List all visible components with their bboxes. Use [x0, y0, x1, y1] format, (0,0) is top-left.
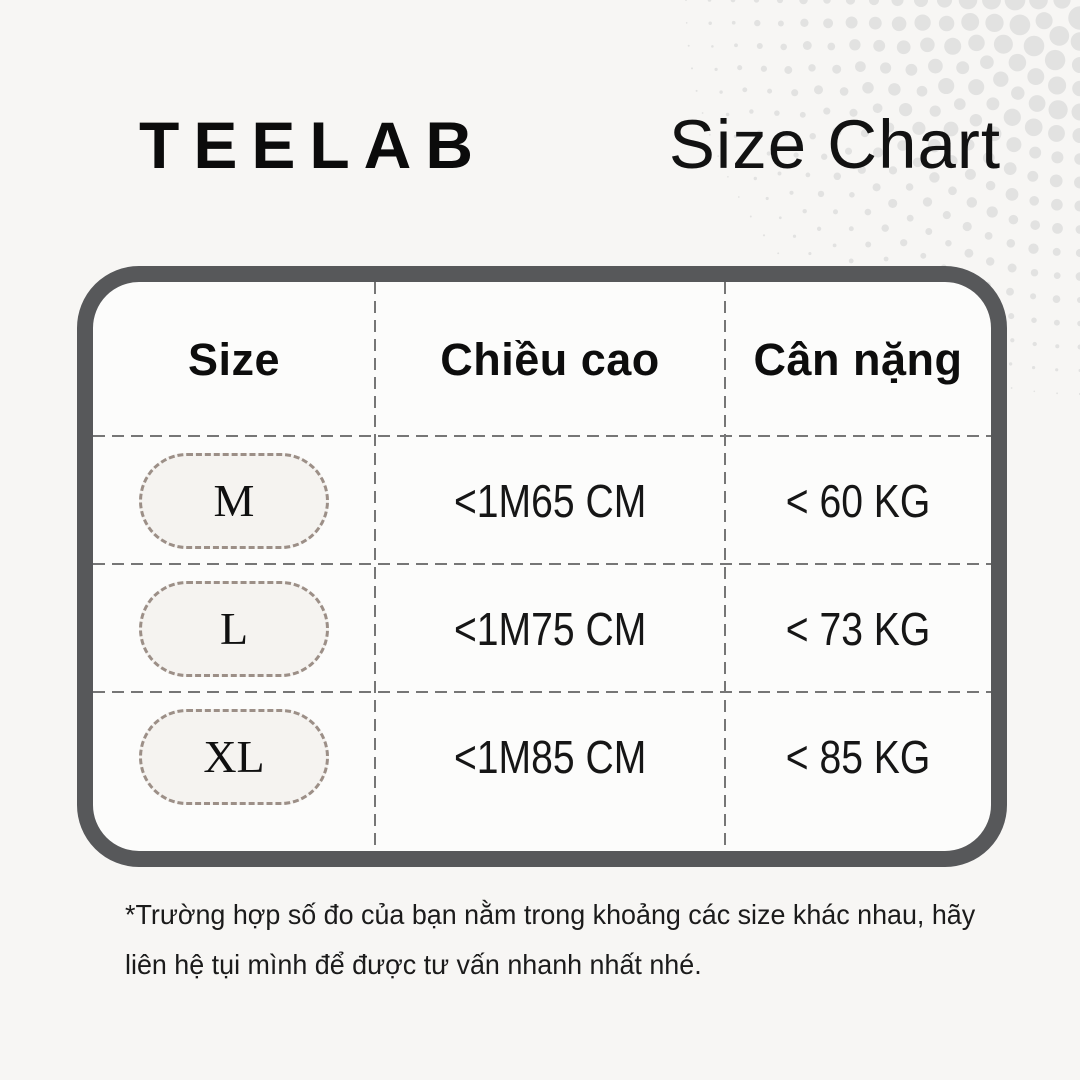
table-row-l-size-cell: L [93, 565, 375, 693]
page-title: Size Chart [668, 106, 1001, 183]
footnote: *Trường hợp số đo của bạn nằm trong khoả… [125, 890, 975, 990]
table-row-m-height-cell: <1M65 CM [375, 437, 725, 565]
weight-value: < 73 KG [785, 603, 931, 655]
column-divider [724, 282, 726, 851]
column-divider [374, 282, 376, 851]
size-pill-label: L [219, 603, 249, 654]
height-value: <1M75 CM [453, 603, 647, 655]
size-table: Size Chiều cao Cân nặng M <1M65 CM < 60 … [77, 266, 1007, 867]
table-row-m-size-cell: M [93, 437, 375, 565]
size-pill-l: L [139, 581, 329, 677]
column-header-height: Chiều cao [440, 333, 660, 385]
row-divider [93, 563, 991, 565]
table-row-m-weight-cell: < 60 KG [725, 437, 991, 565]
table-row-l-height-cell: <1M75 CM [375, 565, 725, 693]
table-row-xl-weight-cell: < 85 KG [725, 693, 991, 821]
size-pill-label: XL [203, 731, 265, 782]
table-row-xl-height-cell: <1M85 CM [375, 693, 725, 821]
table-row-xl-size-cell: XL [93, 693, 375, 821]
row-divider [93, 691, 991, 693]
size-table-inner: Size Chiều cao Cân nặng M <1M65 CM < 60 … [93, 282, 991, 851]
weight-value: < 60 KG [785, 475, 931, 527]
size-pill-xl: XL [139, 709, 329, 805]
row-divider [93, 435, 991, 437]
footnote-line: liên hệ tụi mình để được tư vấn nhanh nh… [125, 949, 702, 980]
height-value: <1M85 CM [453, 731, 647, 783]
footnote-line: *Trường hợp số đo của bạn nằm trong khoả… [125, 899, 976, 930]
size-pill-m: M [139, 453, 329, 549]
height-value: <1M65 CM [453, 475, 647, 527]
weight-value: < 85 KG [785, 731, 931, 783]
table-row-l-weight-cell: < 73 KG [725, 565, 991, 693]
column-header-size: Size [187, 333, 281, 385]
column-header-weight: Cân nặng [753, 333, 963, 385]
size-table-grid: Size Chiều cao Cân nặng M <1M65 CM < 60 … [93, 282, 991, 851]
size-pill-label: M [213, 475, 255, 526]
brand-logo: TEELAB [139, 108, 487, 182]
